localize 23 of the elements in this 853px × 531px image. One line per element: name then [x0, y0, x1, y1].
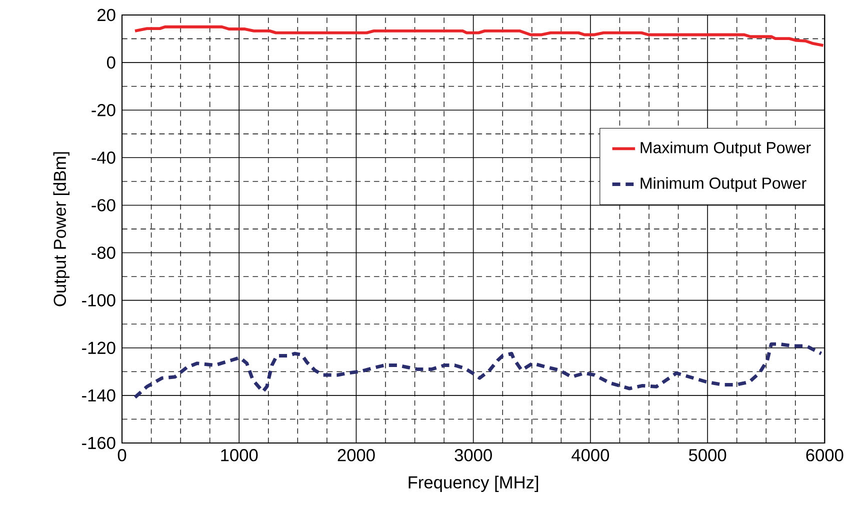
y-tick-label: -100 [82, 294, 116, 306]
x-tick-label: 1000 [221, 449, 258, 462]
line-series [134, 25, 825, 47]
x-tick-label: 3000 [454, 449, 492, 462]
x-axis-title: Frequency [MHz] [408, 476, 538, 492]
y-axis-title: Output Power [dBm] [53, 152, 70, 306]
x-tick-label: 6000 [806, 449, 844, 462]
legend-label: Minimum Output Power [640, 177, 806, 192]
x-tick-label: 2000 [338, 449, 375, 462]
y-tick-label: 20 [98, 8, 116, 22]
x-tick-label: 0 [118, 449, 126, 462]
y-tick-label: -140 [82, 389, 116, 402]
y-tick-label: -120 [82, 342, 116, 354]
legend-label: Maximum Output Power [640, 142, 811, 157]
x-tick-label: 4000 [572, 449, 610, 462]
line-series [133, 342, 823, 400]
y-tick-label: 0 [106, 56, 116, 69]
y-tick-label: -160 [82, 436, 116, 450]
y-tick-label: -60 [92, 199, 116, 212]
y-tick-label: -20 [92, 104, 116, 116]
y-tick-label: -80 [92, 246, 116, 259]
y-tick-label: -40 [92, 152, 116, 164]
x-tick-label: 5000 [688, 449, 726, 462]
